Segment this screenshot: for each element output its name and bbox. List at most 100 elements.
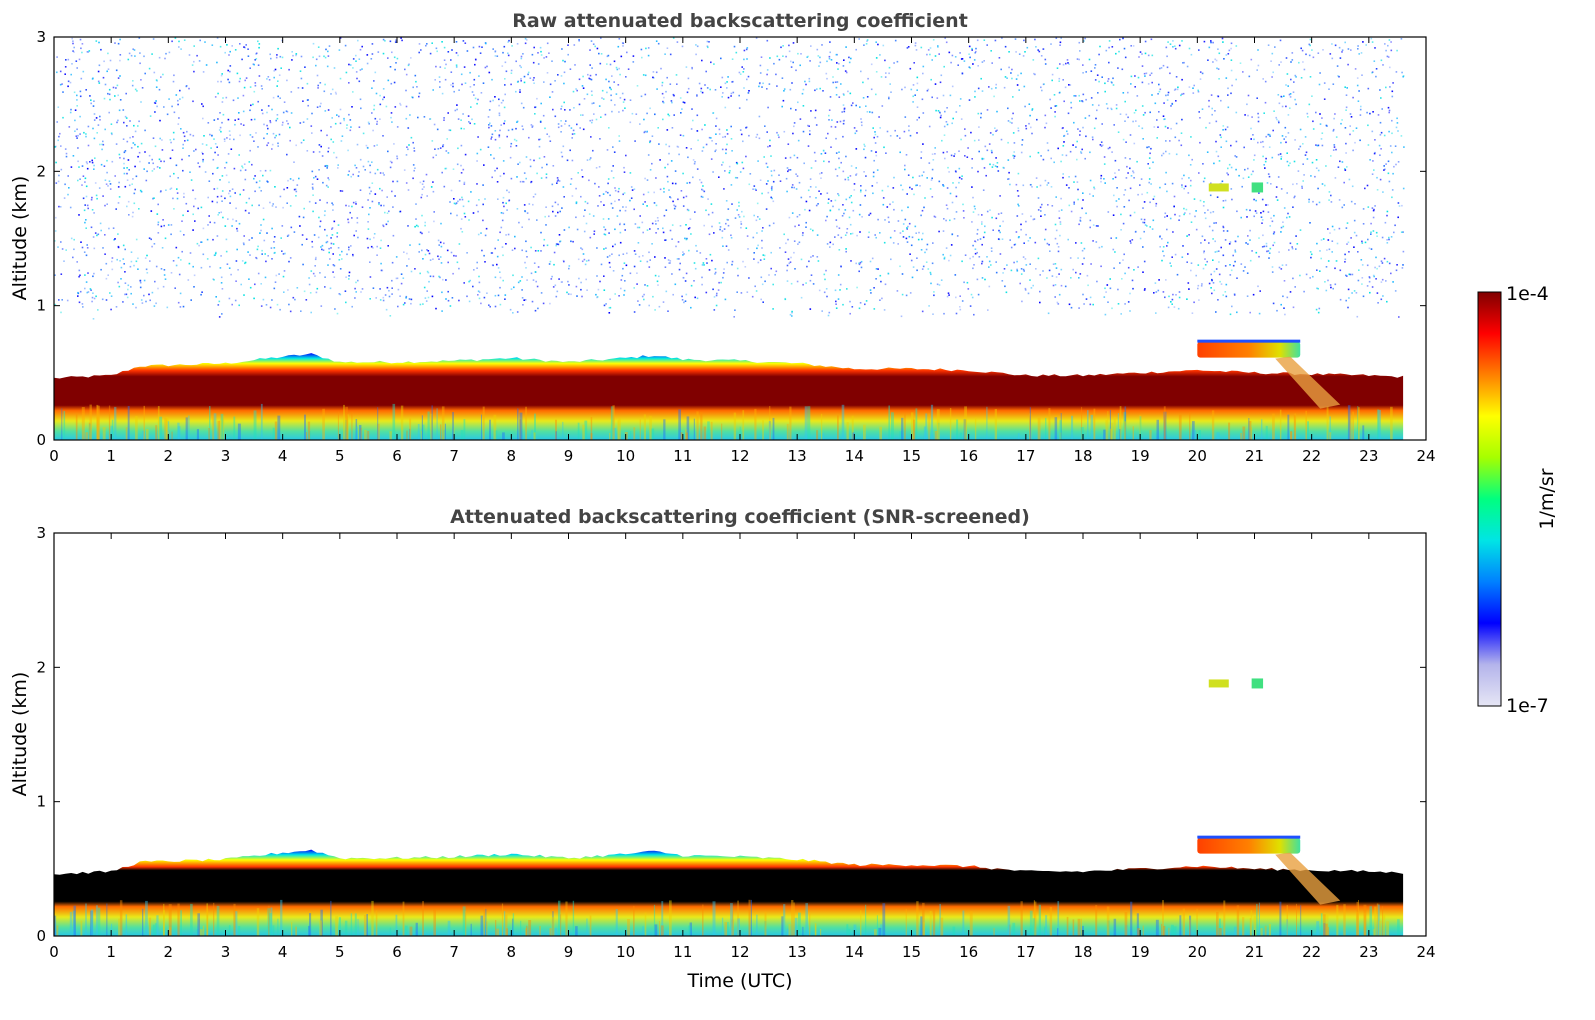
noise-pixel xyxy=(624,280,626,282)
noise-pixel xyxy=(277,145,279,147)
noise-pixel xyxy=(723,268,725,270)
noise-pixel xyxy=(1181,177,1183,180)
noise-pixel xyxy=(844,70,847,72)
noise-pixel xyxy=(77,295,79,297)
noise-pixel xyxy=(869,111,871,113)
noise-pixel xyxy=(396,180,399,183)
noise-pixel xyxy=(665,290,668,293)
noise-pixel xyxy=(847,90,849,93)
noise-pixel xyxy=(396,277,399,280)
noise-pixel xyxy=(83,209,86,212)
noise-pixel xyxy=(133,124,135,127)
noise-pixel xyxy=(496,167,498,170)
noise-pixel xyxy=(267,142,270,144)
noise-pixel xyxy=(1060,268,1063,271)
noise-pixel xyxy=(1115,104,1118,106)
noise-pixel xyxy=(1335,260,1338,262)
noise-pixel xyxy=(614,187,616,189)
noise-pixel xyxy=(1065,184,1068,186)
noise-pixel xyxy=(1369,112,1371,115)
noise-pixel xyxy=(835,300,837,303)
noise-pixel xyxy=(998,57,1001,59)
noise-pixel xyxy=(1309,222,1311,224)
noise-pixel xyxy=(1385,163,1387,165)
noise-pixel xyxy=(667,310,669,312)
noise-pixel xyxy=(1117,303,1120,305)
noise-pixel xyxy=(492,48,494,50)
noise-pixel xyxy=(309,292,312,294)
noise-pixel xyxy=(348,246,350,249)
noise-pixel xyxy=(1218,160,1221,162)
noise-pixel xyxy=(613,60,616,63)
noise-pixel xyxy=(1137,193,1139,196)
noise-pixel xyxy=(1250,173,1253,176)
noise-pixel xyxy=(840,83,842,85)
noise-pixel xyxy=(70,108,72,111)
noise-pixel xyxy=(800,196,803,199)
noise-pixel xyxy=(158,88,161,91)
noise-pixel xyxy=(305,299,308,301)
noise-pixel xyxy=(1111,46,1114,48)
noise-pixel xyxy=(274,136,276,139)
noise-pixel xyxy=(608,254,611,257)
noise-pixel xyxy=(515,127,517,130)
noise-pixel xyxy=(432,275,435,278)
noise-pixel xyxy=(561,48,563,50)
noise-pixel xyxy=(1094,64,1097,66)
noise-pixel xyxy=(280,237,282,239)
noise-pixel xyxy=(1224,265,1227,267)
noise-pixel xyxy=(1344,168,1346,170)
noise-pixel xyxy=(955,296,957,299)
noise-pixel xyxy=(831,119,833,121)
noise-pixel xyxy=(795,109,797,111)
noise-pixel xyxy=(1280,226,1283,229)
noise-pixel xyxy=(1133,269,1135,271)
noise-pixel xyxy=(931,196,934,198)
noise-pixel xyxy=(113,239,115,241)
noise-pixel xyxy=(498,147,501,149)
noise-pixel xyxy=(450,212,452,215)
noise-pixel xyxy=(290,226,293,229)
noise-pixel xyxy=(1185,208,1188,211)
noise-pixel xyxy=(1162,250,1164,253)
noise-pixel xyxy=(117,233,119,235)
noise-pixel xyxy=(202,160,204,163)
noise-pixel xyxy=(221,190,224,192)
noise-pixel xyxy=(593,233,595,235)
noise-pixel xyxy=(112,86,115,89)
noise-pixel xyxy=(1098,53,1100,56)
noise-pixel xyxy=(236,230,239,232)
noise-pixel xyxy=(943,125,946,128)
noise-pixel xyxy=(567,44,569,46)
noise-pixel xyxy=(1008,171,1010,174)
noise-pixel xyxy=(773,169,776,172)
noise-pixel xyxy=(193,70,195,73)
noise-pixel xyxy=(417,225,419,228)
noise-pixel xyxy=(516,208,519,210)
noise-pixel xyxy=(1134,75,1136,77)
noise-pixel xyxy=(1346,275,1348,277)
noise-pixel xyxy=(536,219,538,221)
noise-pixel xyxy=(826,77,828,80)
noise-pixel xyxy=(998,229,1000,232)
noise-pixel xyxy=(257,245,259,248)
noise-pixel xyxy=(124,150,127,152)
noise-pixel xyxy=(993,95,995,98)
noise-pixel xyxy=(419,272,421,275)
noise-pixel xyxy=(1173,306,1176,308)
noise-pixel xyxy=(410,57,412,59)
noise-pixel xyxy=(1210,182,1212,185)
noise-pixel xyxy=(1384,221,1387,224)
noise-pixel xyxy=(372,129,374,132)
noise-pixel xyxy=(348,113,350,116)
noise-pixel xyxy=(1364,241,1367,244)
noise-pixel xyxy=(859,302,862,304)
noise-pixel xyxy=(101,298,104,301)
noise-pixel xyxy=(597,205,599,207)
noise-pixel xyxy=(1197,284,1200,287)
noise-pixel xyxy=(621,274,624,277)
noise-pixel xyxy=(94,232,97,234)
noise-pixel xyxy=(1027,240,1030,242)
noise-pixel xyxy=(239,43,241,45)
noise-pixel xyxy=(1018,53,1021,55)
